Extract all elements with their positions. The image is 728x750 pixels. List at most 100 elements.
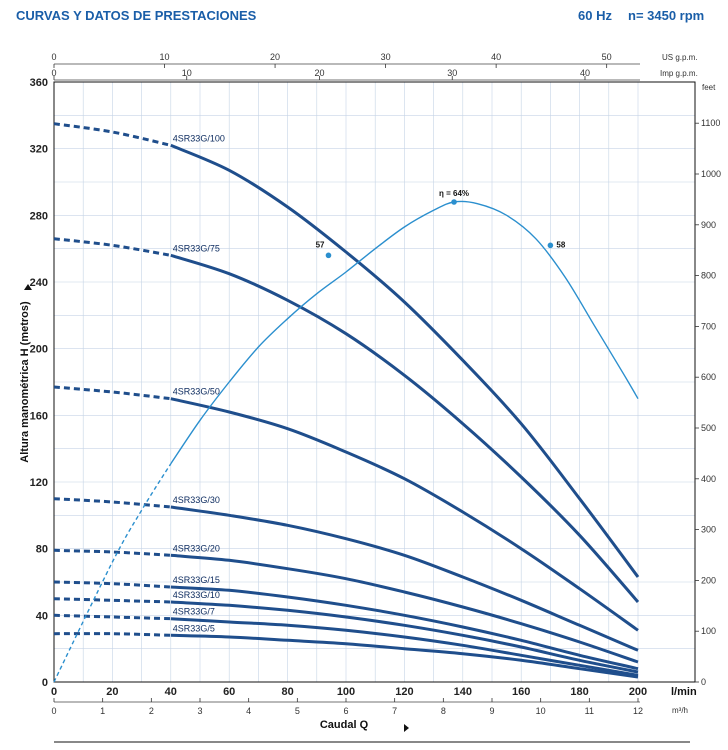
y-tick-label: 360 [30,77,48,89]
y2-tick-label: 500 [701,423,716,433]
y2-tick-label: 300 [701,525,716,535]
y-tick-label: 320 [30,144,48,156]
x-axis-arrow-icon [404,724,409,732]
y2-tick-label: 1000 [701,169,721,179]
y-axis-label: Altura manométrica H (metros) [19,301,31,463]
curve-label: 4SR33G/10 [173,590,220,600]
x-tick-label: 80 [281,686,293,698]
m3h-tick-label: 5 [295,706,300,716]
curve-label: 4SR33G/7 [173,607,215,617]
speed-label: n= 3450 rpm [628,8,704,23]
pump-curve-4sr33g-5: 4SR33G/5 [53,623,639,679]
x-tick-label: 180 [570,686,588,698]
m3h-tick-label: 3 [197,706,202,716]
curve-label: 4SR33G/15 [173,575,220,585]
imp-tick-label: 40 [580,68,590,78]
y2-tick-label: 900 [701,220,716,230]
x-tick-label: 140 [454,686,472,698]
efficiency-marker-label: 58 [556,240,565,249]
pump-curve-4sr33g-50: 4SR33G/50 [53,385,639,632]
curve-solid-segment [170,397,639,632]
m3h-tick-label: 0 [51,706,56,716]
imp-tick-label: 30 [447,68,457,78]
curve-dashed-segment [53,632,171,637]
curve-label: 4SR33G/5 [173,623,215,633]
chart-title: CURVAS Y DATOS DE PRESTACIONES [16,8,257,23]
y-axis-arrow-icon [24,284,32,290]
x-tick-label: 200 [629,686,647,698]
x-tick-label: 20 [106,686,118,698]
curve-dashed-segment [53,597,171,604]
imp-tick-label: 20 [314,68,324,78]
y2-tick-label: 200 [701,575,716,585]
efficiency-marker [547,242,554,249]
m3h-tick-label: 8 [441,706,446,716]
y2-tick-label: 700 [701,321,716,331]
m3h-tick-label: 12 [633,706,643,716]
x-tick-label: 100 [337,686,355,698]
y2-tick-label: 400 [701,474,716,484]
pump-curve-4sr33g-75: 4SR33G/75 [53,237,640,603]
curve-dashed-segment [53,385,171,401]
curve-label: 4SR33G/75 [173,243,220,253]
y-tick-label: 0 [42,677,48,689]
y-tick-label: 200 [30,344,48,356]
bottom-axis-m3h: 0 1 2 3 4 5 6 7 8 9 10 11 12 m³/h [51,698,688,716]
curve-dashed-segment [53,237,172,257]
us-tick-label: 0 [51,52,56,62]
curve-solid-segment [170,600,639,674]
curve-solid-segment [170,505,639,652]
y2-tick-label: 100 [701,626,716,636]
pump-curves: 4SR33G/100 4SR33G/75 4SR33G/50 4SR33G/30 4SR… [53,122,640,679]
m3h-tick-label: 2 [149,706,154,716]
y-tick-label: 160 [30,410,48,422]
pump-curve-4sr33g-100: 4SR33G/100 [53,122,640,578]
efficiency-curve-dashed [53,463,172,683]
plot-grid [53,81,695,683]
x-tick-label: 60 [223,686,235,698]
imp-tick-label: 0 [51,68,56,78]
m3h-tick-label: 1 [100,706,105,716]
curve-dashed-segment [53,548,171,557]
curve-solid-segment [170,553,639,664]
us-tick-label: 50 [602,52,612,62]
plot-frame [53,81,696,683]
curve-dashed-segment [53,613,171,621]
curve-solid-segment [170,143,640,578]
y2-axis-ticks: 0 100 200 300 400 500 600 700 800 900 1000 1100 [695,118,721,687]
pump-curve-4sr33g-10: 4SR33G/10 [53,590,639,674]
efficiency-marker-label: η = 64% [439,189,469,198]
top-axis-imp-unit: Imp g.p.m. [660,69,698,78]
x-axis-ticks: 0 20 40 60 80 100 120 140 160 180 200 [51,686,647,698]
curve-dashed-segment [53,580,171,589]
efficiency-marker [325,252,332,259]
y-axis-ticks: 0 40 80 120 160 200 240 280 320 360 [30,77,48,689]
pump-curve-4sr33g-30: 4SR33G/30 [53,495,639,652]
y2-tick-label: 600 [701,372,716,382]
efficiency-marker [451,199,457,205]
x-tick-label: 40 [165,686,177,698]
y-tick-label: 120 [30,477,48,489]
m3h-tick-label: 4 [246,706,251,716]
x-tick-label: 120 [395,686,413,698]
top-axis-imp: 0 10 20 30 40 Imp g.p.m. [51,68,698,81]
x-axis-label: Caudal Q [320,719,369,731]
x-tick-label: 160 [512,686,530,698]
bottom-axis-m3h-ticks: 0 1 2 3 4 5 6 7 8 9 10 11 12 [51,698,643,716]
efficiency-curve-group: 57 η = 64% 58 [53,189,639,683]
curve-solid-segment [170,633,639,679]
pump-curve-4sr33g-15: 4SR33G/15 [53,575,639,671]
us-tick-label: 30 [381,52,391,62]
x-axis-unit: l/min [671,686,697,698]
pump-curve-4sr33g-7: 4SR33G/7 [53,607,639,677]
curve-solid-segment [170,253,640,603]
curve-dashed-segment [53,122,172,147]
us-tick-label: 20 [270,52,280,62]
y2-tick-label: 1100 [701,118,720,128]
y2-tick-label: 800 [701,271,716,281]
top-axis-us-unit: US g.p.m. [662,53,698,62]
x-tick-label: 0 [51,686,57,698]
top-axis-imp-ticks: 0 10 20 30 40 [51,68,590,80]
efficiency-curve-solid [170,200,639,465]
m3h-tick-label: 11 [585,706,594,716]
